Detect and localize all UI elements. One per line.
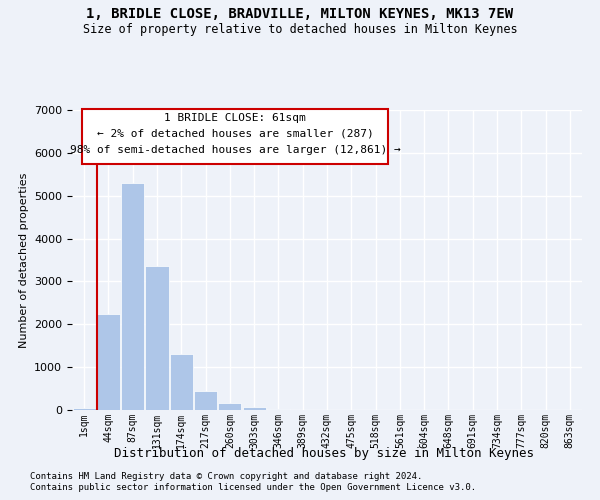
Bar: [170, 354, 193, 410]
Bar: [267, 408, 290, 410]
Text: Contains public sector information licensed under the Open Government Licence v3: Contains public sector information licen…: [30, 483, 476, 492]
Text: Distribution of detached houses by size in Milton Keynes: Distribution of detached houses by size …: [114, 448, 534, 460]
Bar: [242, 407, 266, 410]
Text: ← 2% of detached houses are smaller (287): ← 2% of detached houses are smaller (287…: [97, 129, 374, 139]
Text: Size of property relative to detached houses in Milton Keynes: Size of property relative to detached ho…: [83, 22, 517, 36]
Text: 1, BRIDLE CLOSE, BRADVILLE, MILTON KEYNES, MK13 7EW: 1, BRIDLE CLOSE, BRADVILLE, MILTON KEYNE…: [86, 8, 514, 22]
Bar: [73, 408, 95, 410]
Text: 1 BRIDLE CLOSE: 61sqm: 1 BRIDLE CLOSE: 61sqm: [164, 113, 306, 123]
Text: 98% of semi-detached houses are larger (12,861) →: 98% of semi-detached houses are larger (…: [70, 144, 401, 154]
Bar: [121, 183, 144, 410]
Bar: [97, 314, 120, 410]
FancyBboxPatch shape: [82, 108, 388, 164]
Text: Contains HM Land Registry data © Crown copyright and database right 2024.: Contains HM Land Registry data © Crown c…: [30, 472, 422, 481]
Bar: [218, 403, 241, 410]
Bar: [145, 266, 169, 410]
Bar: [194, 390, 217, 410]
Y-axis label: Number of detached properties: Number of detached properties: [19, 172, 29, 348]
